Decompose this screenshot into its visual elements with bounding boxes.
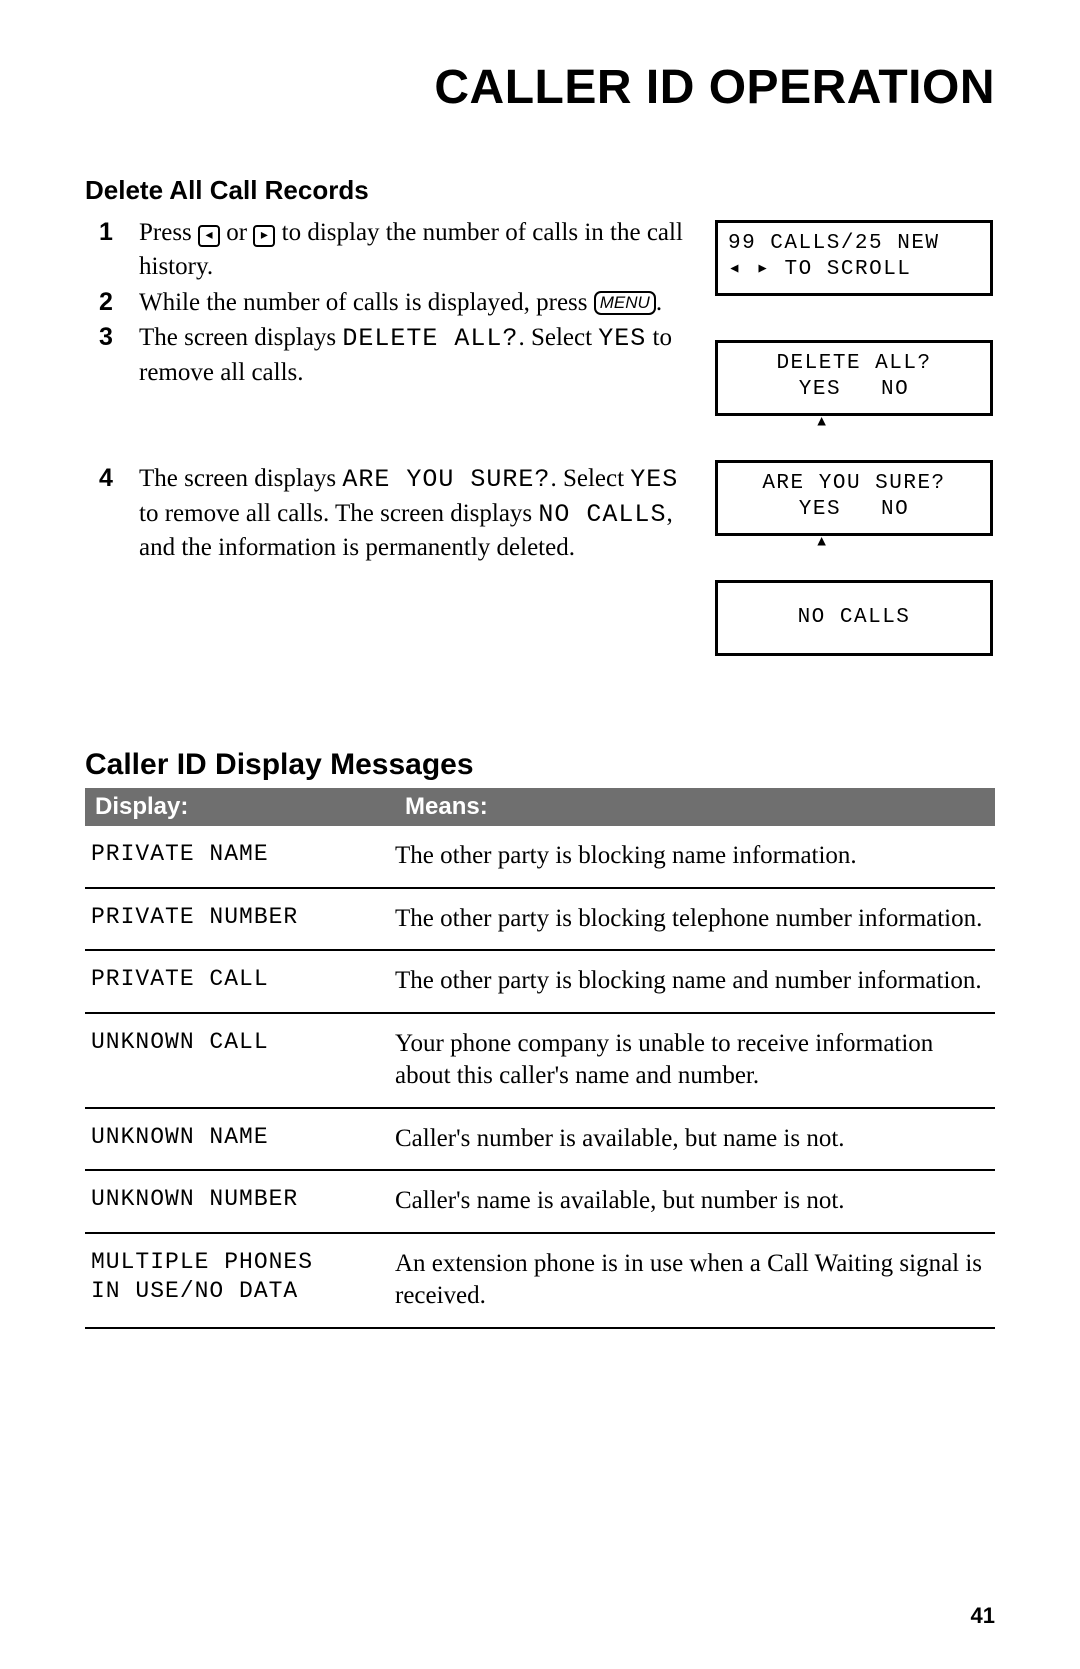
display-messages-table: Display: Means: PRIVATE NAME The other p… xyxy=(85,788,995,1329)
cell-means: Caller's number is available, but name i… xyxy=(395,1123,995,1156)
table-header-display: Display: xyxy=(95,793,405,821)
lcd-text: YES xyxy=(630,465,678,494)
table-row: UNKNOWN NAME Caller's number is availabl… xyxy=(85,1109,995,1172)
lcd-screen-delete-all: DELETE ALL? YES NO ▴ xyxy=(715,340,993,416)
table-header-means: Means: xyxy=(405,793,985,821)
lcd-text: NO CALLS xyxy=(538,500,666,529)
lcd-yes: YES xyxy=(799,377,841,403)
text: The screen displays xyxy=(139,465,342,492)
manual-page: CALLER ID OPERATION Delete All Call Reco… xyxy=(0,0,1080,1369)
lcd-line: 99 CALLS/25 NEW xyxy=(728,232,940,255)
lcd-line: ◂ ▸ TO SCROLL xyxy=(728,257,980,283)
step-number: 4 xyxy=(85,462,139,496)
spacer xyxy=(85,392,685,462)
text: . Select xyxy=(550,465,630,492)
step-text: The screen displays DELETE ALL?. Select … xyxy=(139,321,685,390)
cell-display: UNKNOWN NAME xyxy=(85,1123,395,1156)
section-heading-delete: Delete All Call Records xyxy=(85,175,995,206)
step-2: 2 While the number of calls is displayed… xyxy=(85,286,685,320)
lcd-line: NO CALLS xyxy=(798,606,911,629)
spacer xyxy=(715,438,995,460)
table-row: PRIVATE CALL The other party is blocking… xyxy=(85,951,995,1014)
lcd-no: NO xyxy=(881,497,909,523)
cell-display: UNKNOWN CALL xyxy=(85,1028,395,1093)
cell-display: UNKNOWN NUMBER xyxy=(85,1185,395,1218)
text: or xyxy=(220,219,253,246)
lcd-text: ARE YOU SURE? xyxy=(342,465,550,494)
step-text: While the number of calls is displayed, … xyxy=(139,286,685,320)
up-arrow-icon: ▴ xyxy=(815,528,830,556)
lcd-text: YES xyxy=(598,324,646,353)
lcd-no: NO xyxy=(881,377,909,403)
section-heading-messages: Caller ID Display Messages xyxy=(85,748,995,782)
text: . Select xyxy=(518,324,598,351)
right-arrow-key-icon: ▸ xyxy=(253,225,275,247)
step-text: The screen displays ARE YOU SURE?. Selec… xyxy=(139,462,685,565)
lcd-line: ARE YOU SURE? xyxy=(762,472,945,495)
lcd-screen-are-you-sure: ARE YOU SURE? YES NO ▴ xyxy=(715,460,993,536)
cell-means: The other party is blocking telephone nu… xyxy=(395,903,995,936)
cell-means: The other party is blocking name and num… xyxy=(395,965,995,998)
table-row: PRIVATE NUMBER The other party is blocki… xyxy=(85,889,995,952)
cell-display: PRIVATE NAME xyxy=(85,840,395,873)
lcd-text: DELETE ALL? xyxy=(342,324,518,353)
step-number: 2 xyxy=(85,286,139,320)
menu-key-icon: MENU xyxy=(594,291,656,315)
spacer xyxy=(715,558,995,580)
text: While the number of calls is displayed, … xyxy=(139,289,594,316)
lcd-screen-calls: 99 CALLS/25 NEW ◂ ▸ TO SCROLL xyxy=(715,220,993,296)
text: Press xyxy=(139,219,198,246)
table-header: Display: Means: xyxy=(85,788,995,826)
spacer xyxy=(715,318,995,340)
table-row: UNKNOWN NUMBER Caller's name is availabl… xyxy=(85,1171,995,1234)
text: . xyxy=(656,289,662,316)
table-row: MULTIPLE PHONES IN USE/NO DATA An extens… xyxy=(85,1234,995,1329)
lcd-screen-no-calls: NO CALLS xyxy=(715,580,993,656)
lcd-yes: YES xyxy=(799,497,841,523)
screens-column: 99 CALLS/25 NEW ◂ ▸ TO SCROLL DELETE ALL… xyxy=(715,216,995,678)
page-title: CALLER ID OPERATION xyxy=(85,60,995,115)
lcd-line: DELETE ALL? xyxy=(776,352,931,375)
cell-means: The other party is blocking name informa… xyxy=(395,840,995,873)
step-3: 3 The screen displays DELETE ALL?. Selec… xyxy=(85,321,685,390)
step-text: Press ◂ or ▸ to display the number of ca… xyxy=(139,216,685,284)
table-row: UNKNOWN CALL Your phone company is unabl… xyxy=(85,1014,995,1109)
cell-means: Caller's name is available, but number i… xyxy=(395,1185,995,1218)
cell-means: Your phone company is unable to receive … xyxy=(395,1028,995,1093)
cell-means: An extension phone is in use when a Call… xyxy=(395,1248,995,1313)
left-arrow-key-icon: ◂ xyxy=(198,225,220,247)
step-4: 4 The screen displays ARE YOU SURE?. Sel… xyxy=(85,462,685,565)
cell-display: PRIVATE CALL xyxy=(85,965,395,998)
cell-display: PRIVATE NUMBER xyxy=(85,903,395,936)
cell-display: MULTIPLE PHONES IN USE/NO DATA xyxy=(85,1248,395,1313)
step-number: 1 xyxy=(85,216,139,250)
steps-column: 1 Press ◂ or ▸ to display the number of … xyxy=(85,216,685,567)
text: to remove all calls. The screen displays xyxy=(139,500,538,527)
step-1: 1 Press ◂ or ▸ to display the number of … xyxy=(85,216,685,284)
text: The screen displays xyxy=(139,324,342,351)
section-delete-records: 1 Press ◂ or ▸ to display the number of … xyxy=(85,216,995,678)
table-row: PRIVATE NAME The other party is blocking… xyxy=(85,826,995,889)
up-arrow-icon: ▴ xyxy=(815,408,830,436)
step-number: 3 xyxy=(85,321,139,355)
page-number: 41 xyxy=(971,1603,995,1629)
